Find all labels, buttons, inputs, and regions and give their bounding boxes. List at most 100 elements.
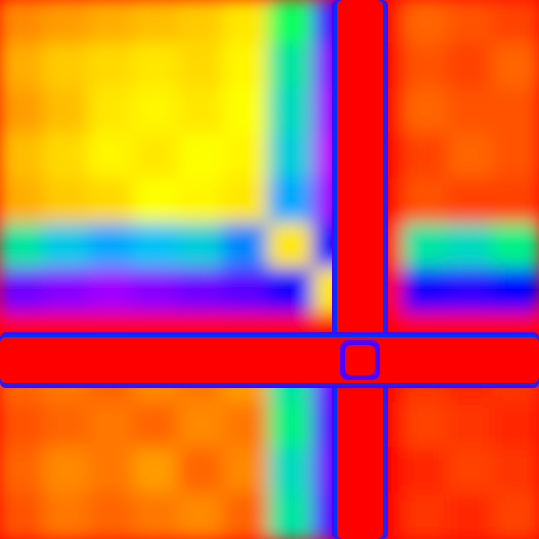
heatmap-cell (87, 447, 137, 497)
intersection (345, 345, 375, 375)
heatmap-cell (87, 222, 137, 272)
heatmap-cell (42, 222, 92, 272)
heatmap-cell (0, 132, 47, 182)
heatmap-cell (492, 267, 539, 317)
heatmap-cell (267, 177, 317, 227)
heatmap-cell (42, 447, 92, 497)
heatmap-cell (132, 42, 182, 92)
heatmap-cell (402, 222, 452, 272)
heatmap-cell (492, 42, 539, 92)
heatmap-cell (492, 492, 539, 539)
heatmap-cell (267, 0, 317, 47)
heatmap-cell (492, 447, 539, 497)
heatmap-cell (402, 42, 452, 92)
heatmap-cell (42, 0, 92, 47)
heatmap-cell (177, 42, 227, 92)
heatmap-cell (402, 402, 452, 452)
heatmap-cell (87, 87, 137, 137)
heatmap-cell (267, 267, 317, 317)
heatmap-cell (0, 447, 47, 497)
heatmap-cell (447, 0, 497, 47)
heatmap-cell (42, 492, 92, 539)
heatmap-cell (132, 402, 182, 452)
heatmap-cell (447, 42, 497, 92)
heatmap-cell (492, 402, 539, 452)
heatmap-cell (492, 87, 539, 137)
heatmap-cell (492, 177, 539, 227)
heatmap-cell (177, 87, 227, 137)
heatmap-cell (177, 177, 227, 227)
heatmap-cell (447, 447, 497, 497)
heatmap-cell (402, 132, 452, 182)
heatmap-cell (87, 42, 137, 92)
heatmap-cell (0, 492, 47, 539)
heatmap-cell (0, 267, 47, 317)
heatmap-cell (42, 42, 92, 92)
heatmap-cell (177, 0, 227, 47)
heatmap-cell (132, 267, 182, 317)
heatmap-cell (0, 222, 47, 272)
heatmap-cell (132, 177, 182, 227)
heatmap-cell (447, 492, 497, 539)
heatmap-cell (222, 177, 272, 227)
heatmap-cell (402, 0, 452, 47)
heatmap-cell (0, 87, 47, 137)
heatmap-cell (87, 402, 137, 452)
heatmap-cell (177, 447, 227, 497)
horizontal-band (0, 337, 539, 383)
heatmap-cell (0, 402, 47, 452)
heatmap-cell (267, 132, 317, 182)
heatmap-cell (222, 87, 272, 137)
heatmap-cell (177, 132, 227, 182)
heatmap-cell (177, 222, 227, 272)
heatmap-cell (267, 492, 317, 539)
heatmap-cell (87, 132, 137, 182)
heatmap-cell (222, 402, 272, 452)
heatmap-cell (402, 87, 452, 137)
heatmap-cell (42, 267, 92, 317)
heatmap-cell (447, 222, 497, 272)
heatmap-cell (222, 0, 272, 47)
heatmap-cell (177, 402, 227, 452)
heatmap-cell (447, 132, 497, 182)
heatmap-cell (0, 177, 47, 227)
heatmap-cell (177, 267, 227, 317)
heatmap-cell (447, 87, 497, 137)
heatmap-cell (132, 87, 182, 137)
heatmap-cell (222, 267, 272, 317)
heatmap-cell (42, 87, 92, 137)
heatmap-cell (0, 42, 47, 92)
heatmap-cell (402, 267, 452, 317)
heatmap-cell (87, 267, 137, 317)
heatmap-cell (132, 447, 182, 497)
heatmap-cell (132, 132, 182, 182)
heatmap-cell (0, 0, 47, 47)
heatmap-cell (222, 42, 272, 92)
heatmap-cell (42, 402, 92, 452)
heatmap-cell (222, 447, 272, 497)
heatmap-cell (132, 492, 182, 539)
heatmap-cell (42, 132, 92, 182)
heatmap-cell (222, 492, 272, 539)
heatmap-cell (402, 447, 452, 497)
heatmap-cell (267, 402, 317, 452)
heatmap-cell (222, 132, 272, 182)
heatmap-cell (492, 132, 539, 182)
heatmap-cell (492, 0, 539, 47)
heatmap-cell (87, 492, 137, 539)
heatmap-cell (267, 222, 317, 272)
heatmap-cell (402, 492, 452, 539)
heatmap-cell (222, 222, 272, 272)
heatmap-cell (492, 222, 539, 272)
heatmap-cell (267, 87, 317, 137)
heatmap-cell (402, 177, 452, 227)
heatmap-cell (267, 447, 317, 497)
heatmap-cell (42, 177, 92, 227)
heatmap-cell (132, 0, 182, 47)
heatmap-cell (177, 492, 227, 539)
heatmap-cell (87, 177, 137, 227)
heatmap-cell (87, 0, 137, 47)
